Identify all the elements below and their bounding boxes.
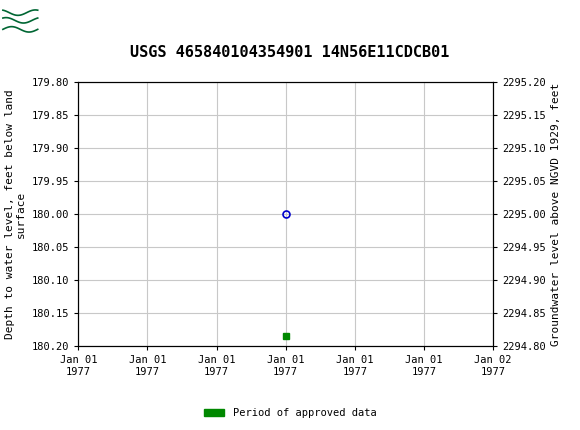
Text: USGS 465840104354901 14N56E11CDCB01: USGS 465840104354901 14N56E11CDCB01 (130, 45, 450, 60)
Text: USGS: USGS (44, 14, 99, 31)
Legend: Period of approved data: Period of approved data (200, 404, 380, 423)
Y-axis label: Depth to water level, feet below land
surface: Depth to water level, feet below land su… (5, 89, 26, 339)
Y-axis label: Groundwater level above NGVD 1929, feet: Groundwater level above NGVD 1929, feet (552, 82, 561, 346)
Bar (3, 3, 38, 42)
